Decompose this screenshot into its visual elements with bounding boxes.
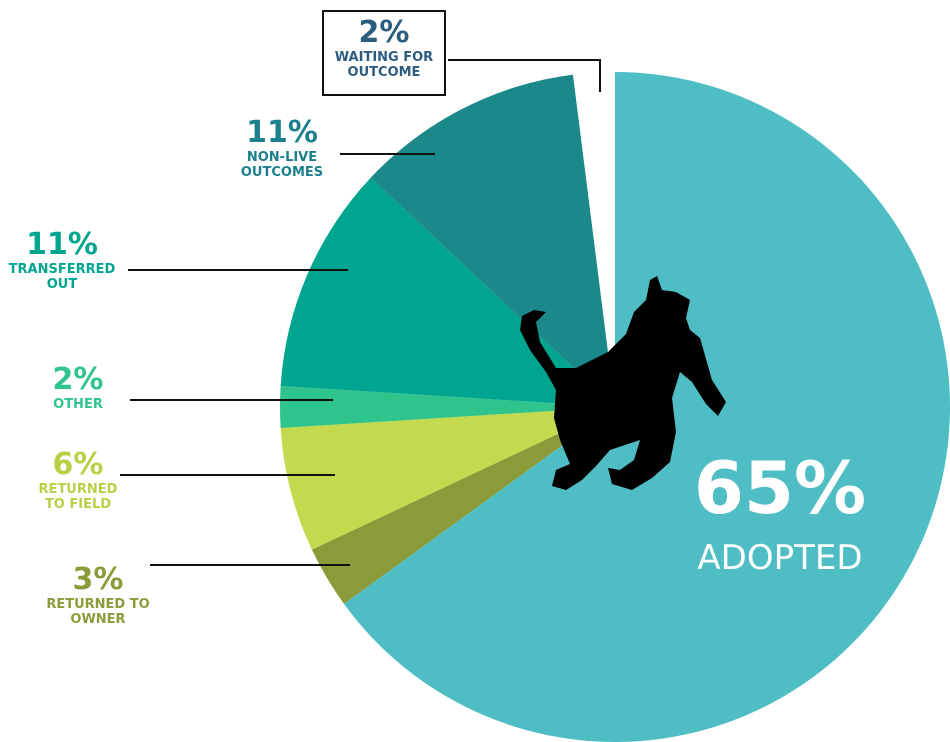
pie-slice [311, 407, 615, 604]
slice-value-label: 2% [52, 362, 104, 397]
slice-value-label: 65% [693, 446, 867, 530]
slice-category-label: WAITING FOR OUTCOME [334, 50, 434, 80]
pie-slice [280, 407, 615, 550]
slice-value-label: 3% [72, 562, 124, 597]
slice-value-label: 2% [358, 15, 410, 50]
slice-category-label: ADOPTED [697, 538, 863, 578]
pie-slice [280, 385, 615, 429]
label-box [322, 10, 446, 96]
slice-category-label: NON-LIVE OUTCOMES [240, 150, 324, 180]
leader-line [448, 59, 601, 92]
cat-silhouette [520, 276, 726, 490]
slice-category-label: RETURNED TO FIELD [38, 482, 118, 512]
slice-category-label: RETURNED TO OWNER [46, 597, 150, 627]
pie-slice [370, 74, 615, 408]
slice-category-label: TRANSFERRED OUT [8, 262, 116, 292]
slice-value-label: 6% [52, 447, 104, 482]
slice-value-label: 11% [246, 115, 318, 150]
slice-category-label: OTHER [53, 397, 103, 412]
pie-slice [573, 72, 615, 407]
slice-value-label: 11% [26, 227, 98, 262]
